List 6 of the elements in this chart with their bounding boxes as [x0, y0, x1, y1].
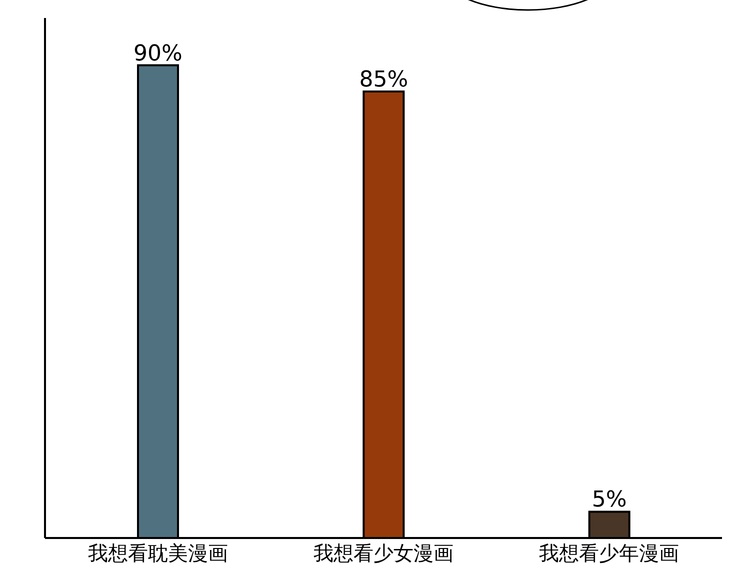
x-tick-label: 我想看少年漫画	[539, 541, 680, 566]
x-tick-label: 我想看少女漫画	[314, 541, 454, 566]
data-label: 5%	[592, 488, 627, 513]
data-label: 90%	[134, 41, 182, 66]
x-tick-label: 我想看耽美漫画	[88, 541, 228, 566]
data-label: 85%	[359, 68, 408, 93]
